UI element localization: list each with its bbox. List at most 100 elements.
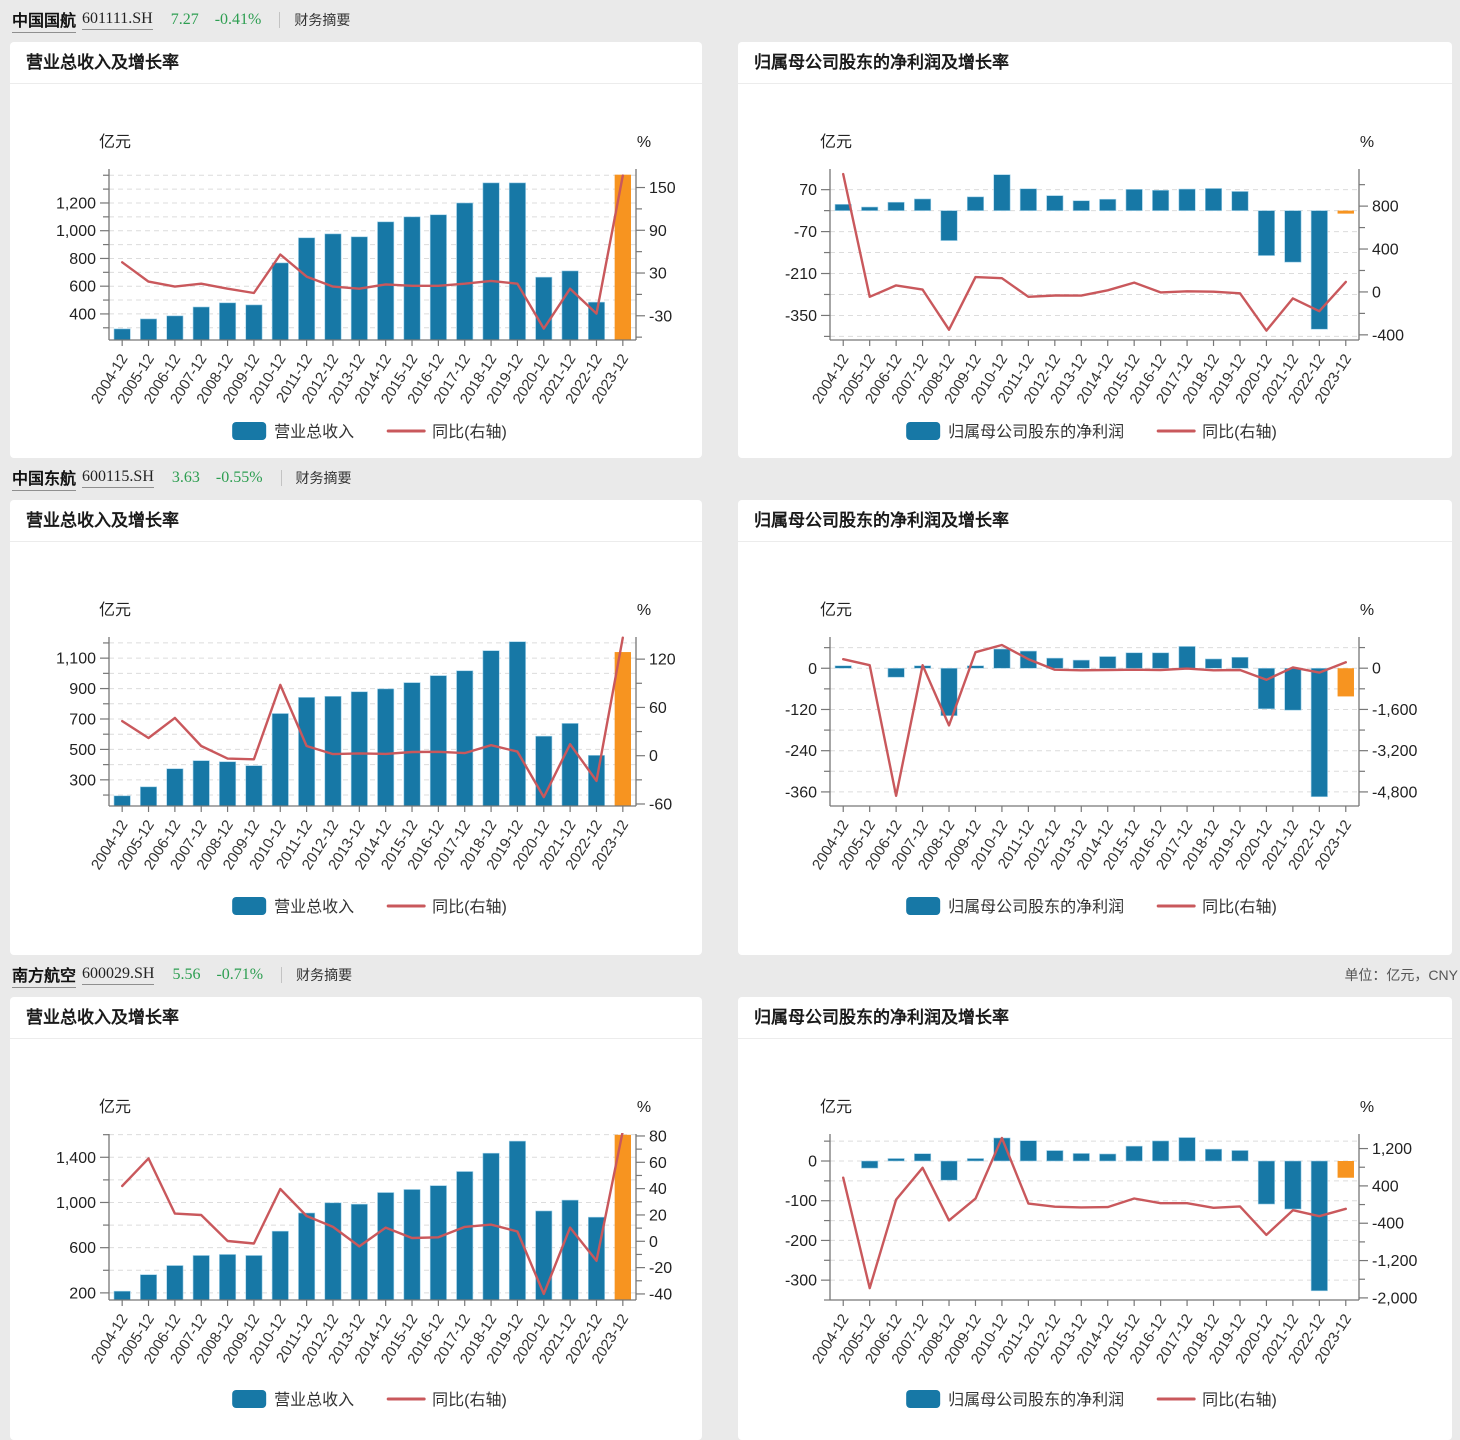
- bar[interactable]: [1231, 656, 1249, 669]
- bar[interactable]: [1099, 656, 1117, 669]
- bar[interactable]: [940, 1160, 958, 1181]
- bar[interactable]: [1072, 659, 1090, 669]
- bar[interactable]: [140, 786, 157, 807]
- bar[interactable]: [1284, 667, 1302, 711]
- bar[interactable]: [219, 302, 237, 341]
- bar[interactable]: [1205, 658, 1223, 669]
- bar[interactable]: [966, 196, 984, 211]
- bar[interactable]: [1152, 652, 1170, 669]
- bar[interactable]: [1310, 667, 1328, 798]
- legend-item-line[interactable]: 同比(右轴): [1156, 1391, 1277, 1409]
- bar[interactable]: [166, 315, 184, 341]
- bar[interactable]: [993, 174, 1011, 211]
- bar[interactable]: [1178, 1137, 1196, 1162]
- legend-item-line[interactable]: 同比(右轴): [1156, 898, 1277, 916]
- bar[interactable]: [377, 1192, 395, 1301]
- bar[interactable]: [456, 202, 474, 341]
- bar[interactable]: [1257, 1160, 1275, 1205]
- bar[interactable]: [166, 768, 184, 807]
- bar[interactable]: [1310, 210, 1328, 330]
- bar[interactable]: [1099, 198, 1117, 211]
- bar[interactable]: [1205, 188, 1223, 211]
- highlight-bar[interactable]: [1337, 210, 1354, 214]
- stock-code[interactable]: 600029.SH: [82, 965, 155, 985]
- bar[interactable]: [914, 1153, 932, 1162]
- stock-name[interactable]: 中国东航: [12, 465, 77, 491]
- revenue-chart-svg[interactable]: 300 500 700 900 1,100 -60 0 60 120 2004-122005-12…: [10, 542, 702, 955]
- bar[interactable]: [1257, 667, 1275, 710]
- profit-chart-svg[interactable]: 0 -120 -240 -360 0 -1,600 -3,200 -4,800 2004-122…: [738, 542, 1452, 955]
- legend-item-bar[interactable]: 归属母公司股东的净利润: [906, 422, 1124, 441]
- bar[interactable]: [192, 306, 210, 341]
- bar[interactable]: [966, 665, 984, 669]
- profit-chart-svg[interactable]: 70 -70 -210 -350 800 400 0 -400 2004-122005-1220…: [738, 84, 1452, 458]
- bar[interactable]: [377, 221, 395, 341]
- highlight-bar[interactable]: [614, 652, 631, 806]
- bar[interactable]: [1231, 191, 1249, 211]
- bar[interactable]: [271, 1230, 289, 1301]
- bar[interactable]: [561, 723, 579, 807]
- bar[interactable]: [350, 1203, 368, 1301]
- bar[interactable]: [113, 1290, 131, 1301]
- bar[interactable]: [403, 1189, 421, 1301]
- bar[interactable]: [456, 670, 474, 807]
- bar[interactable]: [1019, 1140, 1037, 1162]
- legend-item-line[interactable]: 同比(右轴): [386, 423, 507, 441]
- bar[interactable]: [482, 650, 500, 807]
- bar[interactable]: [1205, 1148, 1223, 1162]
- bar[interactable]: [1099, 1153, 1117, 1162]
- bar[interactable]: [535, 276, 553, 341]
- bar[interactable]: [1046, 195, 1064, 211]
- bar[interactable]: [429, 675, 447, 807]
- bar[interactable]: [298, 237, 316, 341]
- stock-name[interactable]: 南方航空: [12, 962, 77, 988]
- bar[interactable]: [1284, 1160, 1302, 1210]
- finance-summary-link[interactable]: 财务摘要: [296, 967, 353, 983]
- bar[interactable]: [508, 641, 526, 807]
- bar[interactable]: [940, 667, 958, 716]
- finance-summary-link[interactable]: 财务摘要: [295, 470, 352, 486]
- bar[interactable]: [192, 1255, 210, 1301]
- bar[interactable]: [429, 1185, 447, 1301]
- bar[interactable]: [1310, 1160, 1328, 1292]
- bar[interactable]: [1178, 646, 1196, 669]
- bar[interactable]: [113, 795, 131, 807]
- bar[interactable]: [1072, 200, 1090, 211]
- bar[interactable]: [1231, 1150, 1249, 1162]
- bar[interactable]: [324, 1202, 342, 1301]
- bar[interactable]: [861, 1160, 879, 1169]
- bar[interactable]: [861, 206, 879, 211]
- bar[interactable]: [966, 1158, 984, 1162]
- bar[interactable]: [271, 713, 289, 807]
- finance-summary-link[interactable]: 财务摘要: [294, 12, 351, 28]
- bar[interactable]: [1046, 657, 1064, 669]
- bar[interactable]: [245, 1255, 263, 1301]
- bar[interactable]: [887, 1158, 905, 1162]
- bar[interactable]: [887, 667, 905, 678]
- bar[interactable]: [192, 760, 210, 807]
- bar[interactable]: [166, 1265, 184, 1301]
- highlight-bar[interactable]: [1337, 1161, 1354, 1178]
- bar[interactable]: [1152, 189, 1170, 211]
- bar[interactable]: [350, 691, 368, 807]
- profit-chart-svg[interactable]: 0 -100 -200 -300 1,200 400 -400 -1,200 -2,000 200…: [738, 1039, 1452, 1440]
- bar[interactable]: [403, 682, 421, 807]
- bar[interactable]: [298, 1212, 316, 1301]
- bar[interactable]: [113, 328, 131, 341]
- bar[interactable]: [1152, 1140, 1170, 1162]
- bar[interactable]: [1046, 1150, 1064, 1162]
- stock-name[interactable]: 中国国航: [12, 7, 77, 33]
- bar[interactable]: [482, 182, 500, 341]
- bar[interactable]: [1072, 1153, 1090, 1162]
- bar[interactable]: [1178, 188, 1196, 211]
- stock-code[interactable]: 601111.SH: [82, 10, 153, 30]
- legend-item-line[interactable]: 同比(右轴): [1156, 423, 1277, 441]
- legend-item-line[interactable]: 同比(右轴): [386, 1391, 507, 1409]
- bar[interactable]: [403, 216, 421, 341]
- legend-item-bar[interactable]: 营业总收入: [232, 1390, 354, 1409]
- revenue-chart-svg[interactable]: 400 600 800 1,000 1,200 -30 30 90 150 2004-122005…: [10, 84, 702, 458]
- bar[interactable]: [245, 765, 263, 807]
- bar[interactable]: [535, 1210, 553, 1301]
- bar[interactable]: [508, 1140, 526, 1301]
- bar[interactable]: [271, 262, 289, 341]
